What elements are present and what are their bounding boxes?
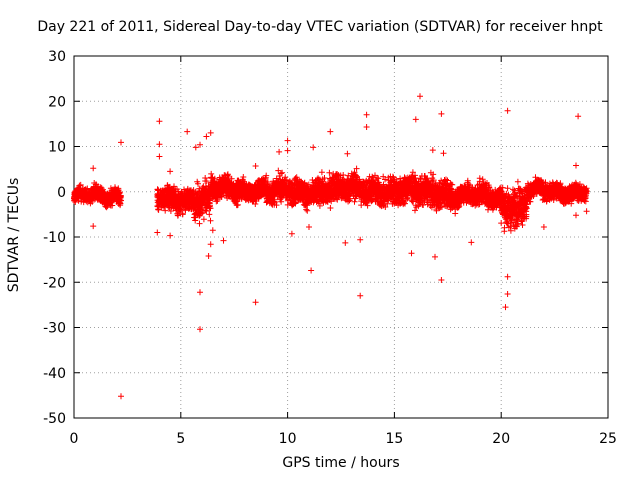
data-series-sdtvar	[71, 93, 590, 400]
data-point	[84, 185, 91, 192]
y-tick-label: 30	[48, 49, 66, 65]
y-tick-label: 10	[48, 140, 66, 156]
x-tick-label: 15	[385, 431, 403, 447]
y-tick-label: 0	[57, 185, 66, 201]
data-point	[167, 208, 174, 214]
y-tick-label: -40	[43, 366, 66, 382]
data-point	[109, 202, 116, 209]
data-point	[504, 185, 511, 192]
data-point	[175, 212, 182, 219]
x-tick-label: 5	[176, 431, 185, 447]
y-tick-label: -50	[43, 411, 66, 427]
y-tick-label: 20	[48, 94, 66, 110]
data-point	[519, 222, 526, 228]
data-point	[108, 199, 115, 206]
y-axis-tick-labels: 30 20 10 0 -10 -20 -30 -40 -50	[43, 49, 66, 427]
data-point	[318, 169, 325, 176]
y-tick-label: -20	[43, 275, 66, 291]
chart-title: Day 221 of 2011, Sidereal Day-to-day VTE…	[37, 19, 603, 35]
data-point	[206, 211, 213, 218]
y-tick-label: -30	[43, 321, 66, 337]
data-point	[196, 220, 203, 227]
data-point	[117, 193, 124, 199]
grid-lines	[74, 56, 608, 418]
data-point	[200, 216, 207, 223]
x-tick-label: 10	[279, 431, 297, 447]
data-point	[327, 205, 334, 211]
x-tick-label: 0	[70, 431, 79, 447]
data-point	[452, 210, 459, 217]
x-tick-label: 25	[599, 431, 617, 447]
data-point	[304, 207, 311, 214]
data-point	[412, 207, 418, 214]
data-point	[498, 220, 505, 227]
x-axis-tick-labels: 0 5 10 15 20 25	[70, 431, 617, 447]
x-tick-label: 20	[492, 431, 510, 447]
data-point	[207, 217, 214, 224]
y-tick-label: -10	[43, 230, 66, 246]
data-point	[155, 206, 162, 213]
data-point	[162, 207, 169, 214]
data-point	[514, 178, 521, 185]
data-point	[171, 183, 177, 190]
data-point	[326, 169, 333, 176]
axis-ticks	[73, 55, 609, 419]
data-point	[77, 181, 84, 188]
